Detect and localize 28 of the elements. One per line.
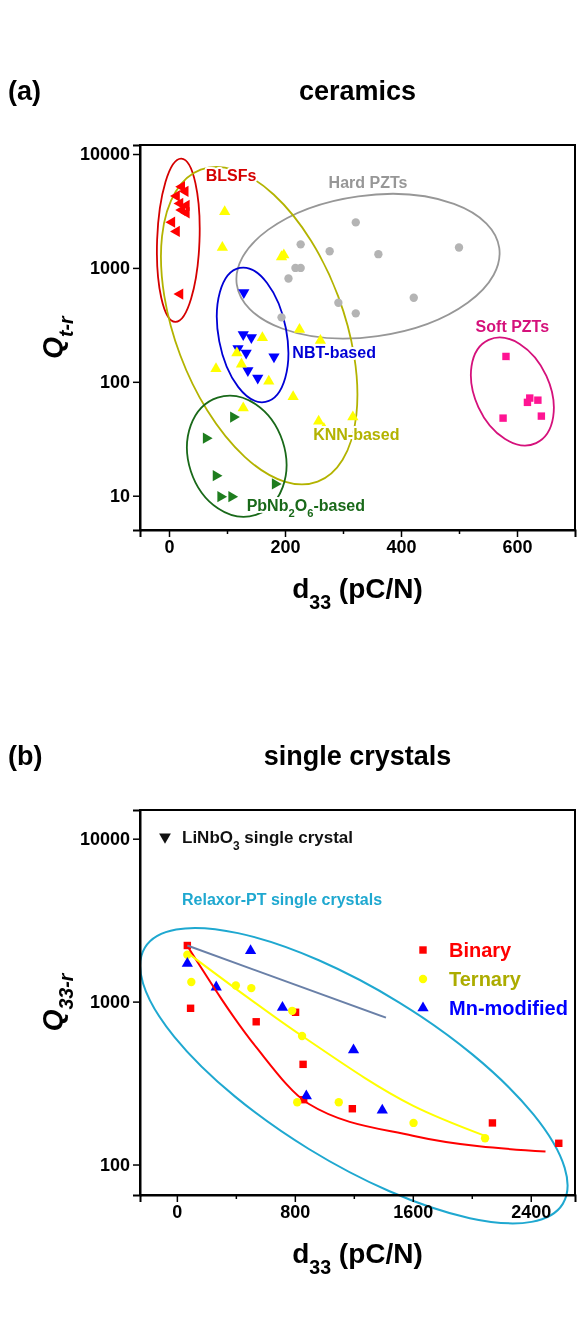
legend-label: Binary <box>449 939 513 961</box>
y-tick-label: 10000 <box>79 828 130 849</box>
text: (a) <box>8 76 41 106</box>
legend-label: Ternary <box>449 968 522 990</box>
x-tick-label: 600 <box>502 536 533 557</box>
annotation: LiNbO$_{3}$ single crystal <box>182 828 354 853</box>
x-tick-label: 800 <box>280 1201 311 1222</box>
x-tick-label: 200 <box>270 536 301 557</box>
y-tick-label: 1000 <box>89 991 130 1012</box>
y-tick-label: 100 <box>99 1154 130 1175</box>
x-tick-label: 0 <box>164 536 175 557</box>
x-tick-label: 400 <box>386 536 417 557</box>
x-tick-label: 0 <box>172 1201 183 1222</box>
y-tick-label: 1000 <box>89 258 130 279</box>
annotation: Relaxor-PT single crystals <box>182 891 383 908</box>
y-tick-label: 10000 <box>79 144 130 165</box>
chart-title: single crystals <box>263 741 452 771</box>
chart-title: ceramics <box>298 76 417 106</box>
x-tick-label: 1600 <box>393 1201 434 1222</box>
series-label: Soft PZTs <box>475 317 550 335</box>
x-axis-title: d$_{33}$ (pC/N) <box>292 1238 423 1278</box>
y-tick-label: 100 <box>99 372 130 393</box>
y-tick-label: 10 <box>109 485 130 506</box>
legend-label: Mn-modified <box>449 997 568 1019</box>
text: Hard PZTs <box>328 173 408 191</box>
text: (b) <box>8 741 43 771</box>
x-axis-title: d$_{33}$ (pC/N) <box>292 573 423 613</box>
x-tick-label: 2400 <box>511 1201 552 1222</box>
